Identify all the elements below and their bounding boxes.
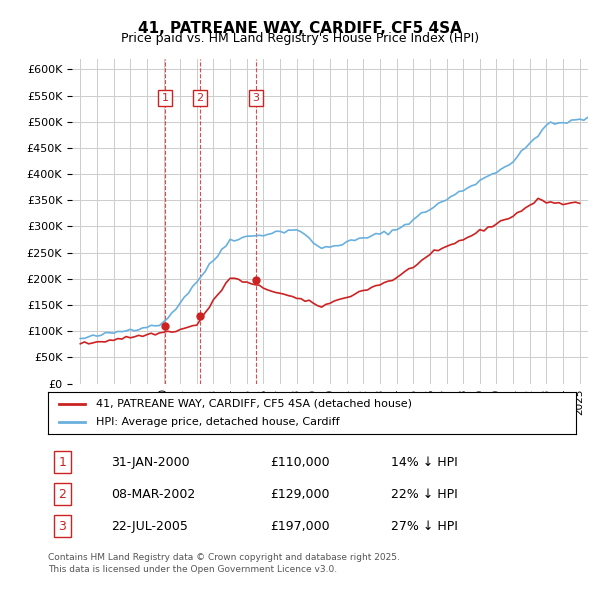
Text: Price paid vs. HM Land Registry's House Price Index (HPI): Price paid vs. HM Land Registry's House … (121, 32, 479, 45)
Text: 14% ↓ HPI: 14% ↓ HPI (391, 455, 458, 469)
Text: Contains HM Land Registry data © Crown copyright and database right 2025.: Contains HM Land Registry data © Crown c… (48, 553, 400, 562)
Text: 22% ↓ HPI: 22% ↓ HPI (391, 488, 458, 501)
Text: 1: 1 (161, 93, 169, 103)
Text: HPI: Average price, detached house, Cardiff: HPI: Average price, detached house, Card… (95, 417, 339, 427)
Text: 27% ↓ HPI: 27% ↓ HPI (391, 520, 458, 533)
Text: 3: 3 (253, 93, 260, 103)
Text: £110,000: £110,000 (270, 455, 329, 469)
Text: 2: 2 (196, 93, 203, 103)
Text: 3: 3 (59, 520, 67, 533)
Text: 22-JUL-2005: 22-JUL-2005 (112, 520, 188, 533)
Text: 41, PATREANE WAY, CARDIFF, CF5 4SA: 41, PATREANE WAY, CARDIFF, CF5 4SA (138, 21, 462, 35)
Text: £129,000: £129,000 (270, 488, 329, 501)
Text: 1: 1 (59, 455, 67, 469)
Text: 41, PATREANE WAY, CARDIFF, CF5 4SA (detached house): 41, PATREANE WAY, CARDIFF, CF5 4SA (deta… (95, 399, 412, 409)
Text: This data is licensed under the Open Government Licence v3.0.: This data is licensed under the Open Gov… (48, 565, 337, 574)
Text: 31-JAN-2000: 31-JAN-2000 (112, 455, 190, 469)
Text: £197,000: £197,000 (270, 520, 329, 533)
Text: 08-MAR-2002: 08-MAR-2002 (112, 488, 196, 501)
Text: 2: 2 (59, 488, 67, 501)
